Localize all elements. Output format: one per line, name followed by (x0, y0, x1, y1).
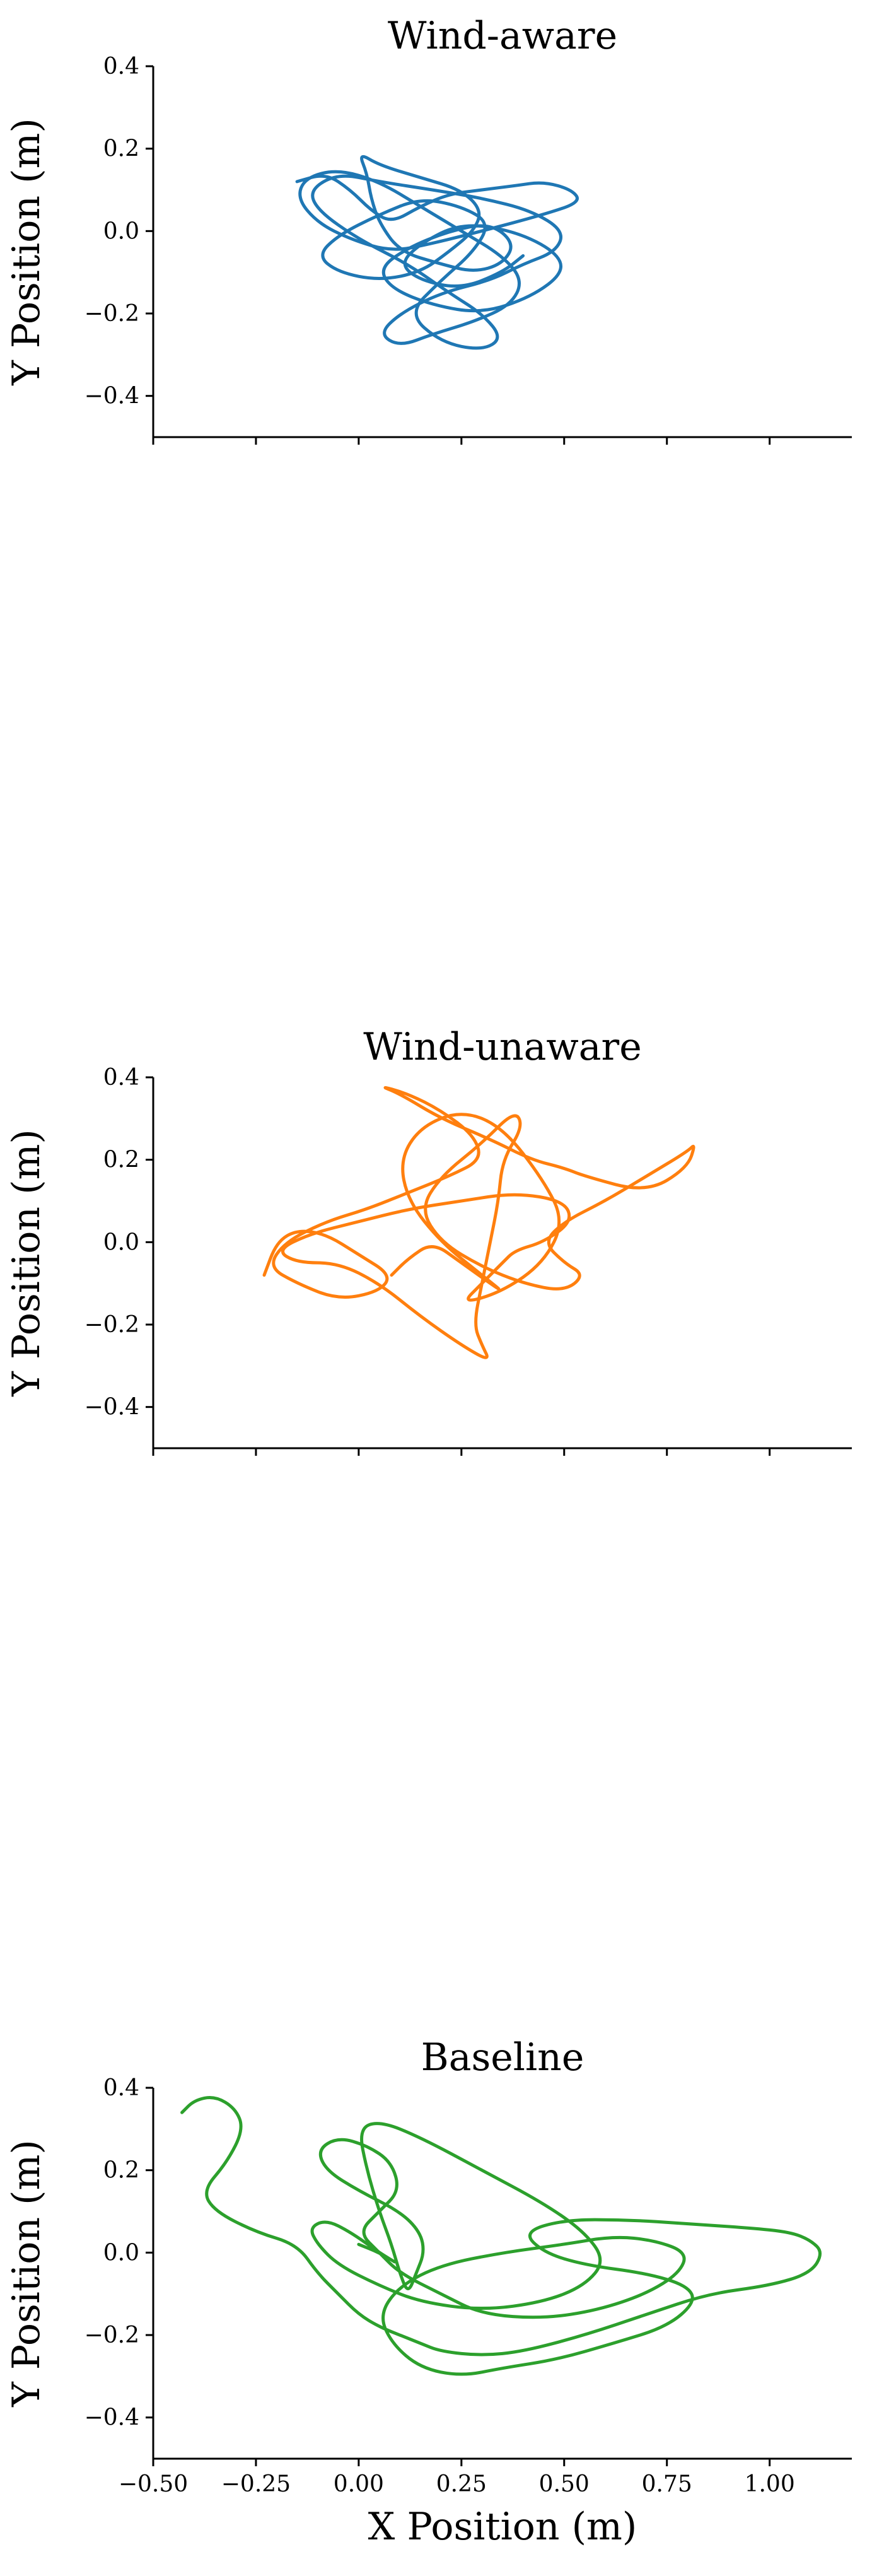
chart-3-title: Baseline (421, 2035, 584, 2080)
chart-1-ytick-label: −0.4 (84, 383, 139, 409)
chart-3-xtick-label: −0.50 (119, 2471, 188, 2497)
chart-3-ylabel: Y Position (m) (4, 2140, 49, 2408)
chart-2-ytick-label: −0.2 (84, 1312, 139, 1338)
chart-3-xtick-label: 1.00 (745, 2471, 795, 2497)
chart-3-xtick-label: −0.25 (221, 2471, 291, 2497)
chart-2-ytick-label: 0.0 (103, 1229, 139, 1255)
chart-3-xtick-label: 0.75 (642, 2471, 692, 2497)
chart-1-ylabel: Y Position (m) (4, 118, 49, 386)
chart-3-series-1-line (180, 2096, 822, 2376)
chart-1-title: Wind-aware (388, 14, 617, 58)
chart-3-xtick-label: 0.00 (334, 2471, 384, 2497)
chart-1-ytick-label: −0.2 (84, 301, 139, 327)
chart-3-ytick-label: 0.4 (103, 2075, 139, 2101)
chart-2-ytick-label: 0.4 (103, 1065, 139, 1091)
chart-2-series-1-line (262, 1086, 695, 1359)
chart-1-series-1-line (295, 155, 579, 350)
chart-3-ytick-label: −0.2 (84, 2322, 139, 2348)
chart-1-ytick-label: 0.0 (103, 218, 139, 244)
chart-3-ytick-label: 0.0 (103, 2240, 139, 2266)
chart-1-ytick-label: 0.4 (103, 54, 139, 79)
chart-3-ytick-label: 0.2 (103, 2158, 139, 2184)
chart-2-ytick-label: −0.4 (84, 1395, 139, 1420)
chart-3-ytick-label: −0.4 (84, 2405, 139, 2431)
chart-2-title: Wind-unaware (363, 1025, 642, 1069)
chart-2-ytick-label: 0.2 (103, 1147, 139, 1173)
chart-3-xlabel: X Position (m) (368, 2505, 637, 2549)
chart-3-xtick-label: 0.25 (436, 2471, 487, 2497)
chart-2-ylabel: Y Position (m) (4, 1129, 49, 1397)
chart-1-ytick-label: 0.2 (103, 136, 139, 162)
chart-3-xtick-label: 0.50 (539, 2471, 590, 2497)
